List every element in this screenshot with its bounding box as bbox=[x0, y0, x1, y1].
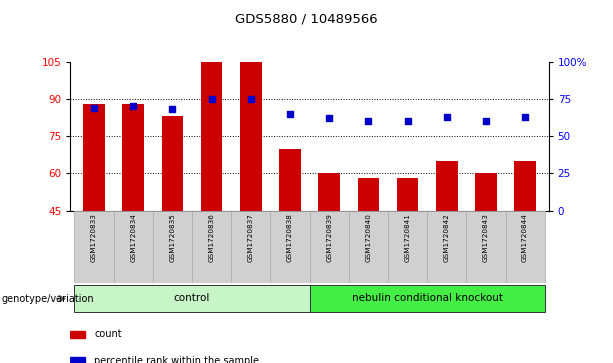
Point bbox=[481, 118, 491, 124]
Text: GSM1720839: GSM1720839 bbox=[326, 213, 332, 262]
FancyBboxPatch shape bbox=[310, 285, 545, 313]
Text: genotype/variation: genotype/variation bbox=[1, 294, 94, 303]
Point bbox=[207, 96, 216, 102]
FancyBboxPatch shape bbox=[192, 211, 231, 283]
Text: GSM1720834: GSM1720834 bbox=[130, 213, 136, 262]
Point bbox=[246, 96, 256, 102]
Text: GSM1720833: GSM1720833 bbox=[91, 213, 97, 262]
Bar bbox=[357, 178, 379, 211]
Text: GSM1720836: GSM1720836 bbox=[208, 213, 215, 262]
Text: GDS5880 / 10489566: GDS5880 / 10489566 bbox=[235, 13, 378, 26]
Point bbox=[520, 114, 530, 120]
Text: GSM1720838: GSM1720838 bbox=[287, 213, 293, 262]
Bar bbox=[201, 62, 223, 211]
Point bbox=[285, 111, 295, 117]
Point bbox=[89, 105, 99, 111]
Text: GSM1720843: GSM1720843 bbox=[483, 213, 489, 262]
Text: GSM1720841: GSM1720841 bbox=[405, 213, 411, 262]
Point bbox=[128, 103, 138, 109]
Point bbox=[167, 106, 177, 112]
FancyBboxPatch shape bbox=[153, 211, 192, 283]
Bar bbox=[240, 62, 262, 211]
Text: GSM1720844: GSM1720844 bbox=[522, 213, 528, 262]
Text: count: count bbox=[94, 330, 122, 339]
Bar bbox=[436, 161, 457, 211]
FancyBboxPatch shape bbox=[231, 211, 270, 283]
FancyBboxPatch shape bbox=[427, 211, 466, 283]
FancyBboxPatch shape bbox=[113, 211, 153, 283]
Bar bbox=[475, 174, 497, 211]
Text: nebulin conditional knockout: nebulin conditional knockout bbox=[352, 293, 503, 303]
FancyBboxPatch shape bbox=[349, 211, 388, 283]
Text: GSM1720835: GSM1720835 bbox=[169, 213, 175, 262]
Text: GSM1720842: GSM1720842 bbox=[444, 213, 450, 262]
FancyBboxPatch shape bbox=[74, 211, 113, 283]
Text: GSM1720837: GSM1720837 bbox=[248, 213, 254, 262]
Point bbox=[403, 118, 413, 124]
Point bbox=[324, 115, 334, 121]
FancyBboxPatch shape bbox=[506, 211, 545, 283]
Bar bbox=[318, 174, 340, 211]
Point bbox=[364, 118, 373, 124]
Text: GSM1720840: GSM1720840 bbox=[365, 213, 371, 262]
FancyBboxPatch shape bbox=[74, 285, 310, 313]
Bar bbox=[83, 104, 105, 211]
Bar bbox=[279, 148, 301, 211]
Bar bbox=[70, 357, 85, 363]
Text: control: control bbox=[174, 293, 210, 303]
Bar bbox=[162, 116, 183, 211]
Point bbox=[442, 114, 452, 120]
Bar bbox=[70, 331, 85, 338]
Bar bbox=[514, 161, 536, 211]
Text: percentile rank within the sample: percentile rank within the sample bbox=[94, 356, 259, 363]
FancyBboxPatch shape bbox=[270, 211, 310, 283]
Bar bbox=[397, 178, 418, 211]
FancyBboxPatch shape bbox=[466, 211, 506, 283]
FancyBboxPatch shape bbox=[388, 211, 427, 283]
Bar bbox=[123, 104, 144, 211]
FancyBboxPatch shape bbox=[310, 211, 349, 283]
